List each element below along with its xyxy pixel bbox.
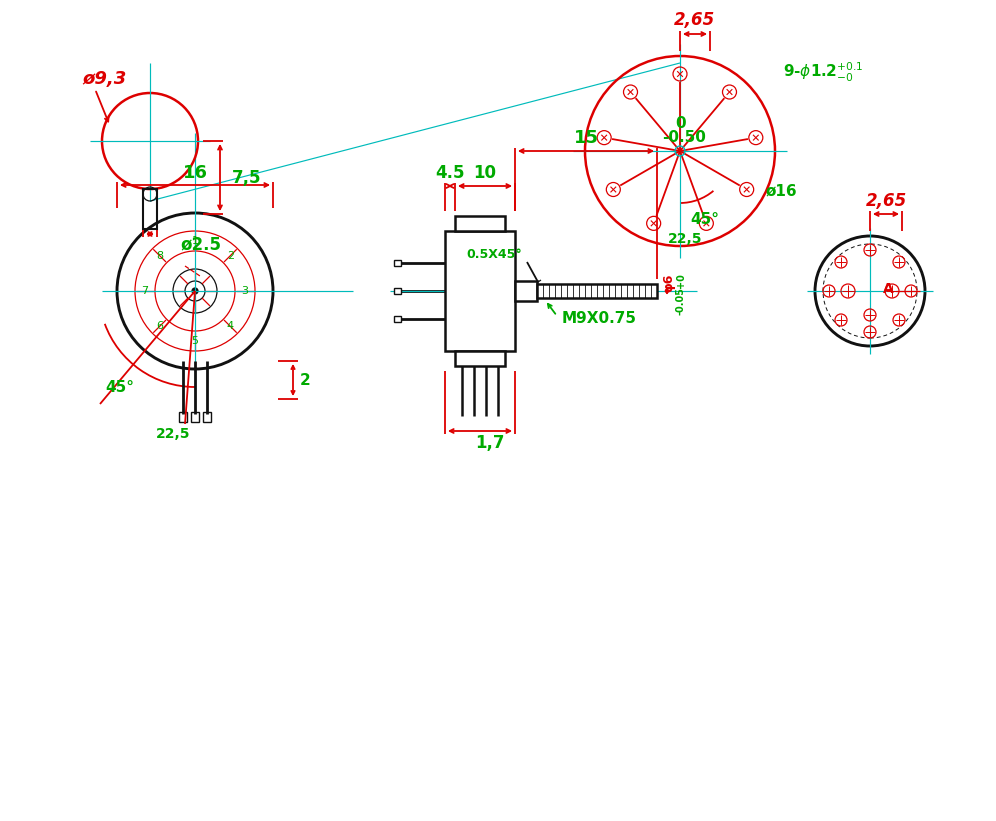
Bar [203, 412, 211, 422]
Text: 5: 5 [191, 336, 198, 346]
Bar [455, 216, 505, 231]
Text: 15: 15 [574, 129, 599, 147]
Text: 1: 1 [191, 236, 198, 246]
Text: A: A [882, 282, 893, 296]
Text: 7: 7 [141, 286, 148, 296]
Text: ø16: ø16 [765, 184, 797, 199]
Text: 1,7: 1,7 [475, 434, 505, 452]
Bar [537, 284, 657, 298]
Text: 8: 8 [156, 250, 163, 260]
Text: 22,5: 22,5 [155, 427, 190, 441]
Text: 6: 6 [156, 321, 163, 332]
Text: 4: 4 [227, 321, 234, 332]
Text: ø2.5: ø2.5 [180, 235, 221, 253]
Text: -0.50: -0.50 [662, 130, 706, 144]
Bar [179, 412, 187, 422]
Text: 16: 16 [182, 164, 207, 182]
Text: 4.5: 4.5 [435, 164, 465, 182]
Bar [394, 316, 401, 322]
Text: φ6: φ6 [662, 274, 675, 292]
Text: 0: 0 [675, 116, 685, 131]
Bar [143, 189, 157, 229]
Text: M9X0.75: M9X0.75 [562, 310, 637, 325]
Text: 2,65: 2,65 [674, 11, 715, 29]
Text: 45°: 45° [690, 212, 719, 227]
Text: 7,5: 7,5 [232, 168, 262, 186]
Text: 2: 2 [300, 373, 311, 388]
Text: 45°: 45° [106, 379, 134, 395]
Text: ø9,3: ø9,3 [82, 70, 126, 88]
Bar [191, 412, 199, 422]
Bar [445, 231, 515, 351]
Bar [394, 260, 401, 266]
Bar [515, 281, 537, 301]
Text: 2,65: 2,65 [866, 192, 906, 210]
Text: 10: 10 [473, 164, 496, 182]
Text: 3: 3 [241, 286, 248, 296]
Bar [394, 288, 401, 294]
Text: 2: 2 [227, 250, 234, 260]
Text: 22,5: 22,5 [667, 232, 702, 246]
Bar [455, 351, 505, 366]
Text: 0.5X45°: 0.5X45° [466, 247, 522, 260]
Text: 9-$\phi$1.2$^{+0.1}_{-0}$: 9-$\phi$1.2$^{+0.1}_{-0}$ [783, 61, 864, 85]
Circle shape [192, 288, 198, 294]
Text: +0: +0 [676, 273, 686, 288]
Text: -0.05: -0.05 [676, 287, 686, 315]
